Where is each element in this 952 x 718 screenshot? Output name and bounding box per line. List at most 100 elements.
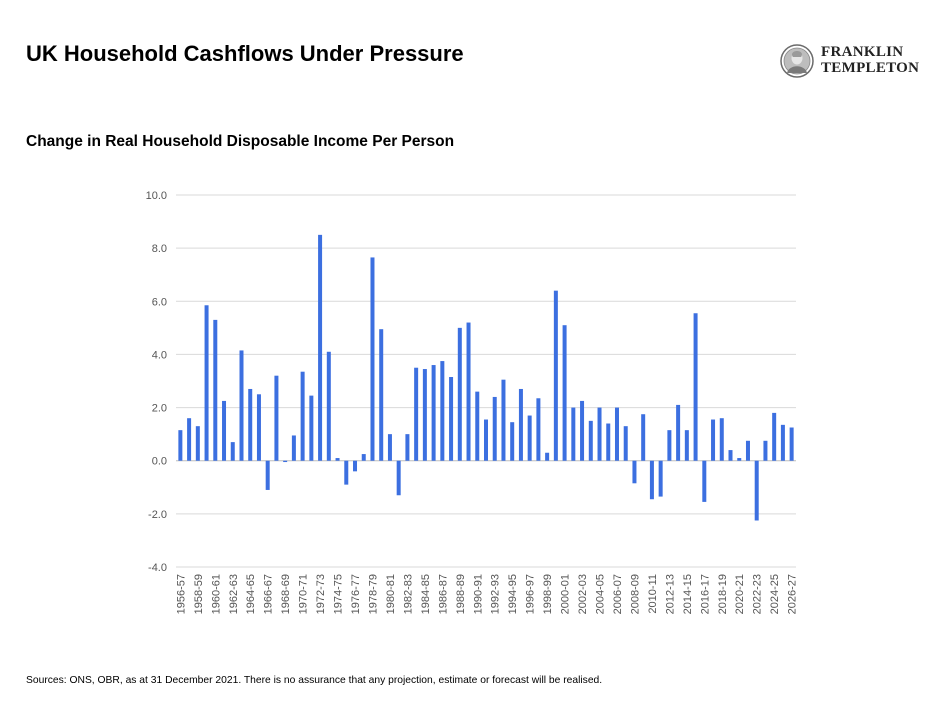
bar-1989-90 xyxy=(466,322,471,461)
x-tick-label: 1986-87 xyxy=(437,574,449,614)
x-tick-label: 2002-03 xyxy=(577,574,589,614)
bar-2021-22 xyxy=(745,440,750,461)
bar-1969-70 xyxy=(291,435,296,461)
bar-1957-58 xyxy=(187,418,192,461)
bar-1958-59 xyxy=(195,426,200,461)
source-note: Sources: ONS, OBR, as at 31 December 202… xyxy=(26,675,603,686)
bar-2026-27 xyxy=(789,427,794,461)
franklin-templeton-logo: FRANKLIN TEMPLETON xyxy=(780,44,930,78)
bar-1972-73 xyxy=(318,234,323,461)
bar-1982-83 xyxy=(405,434,410,461)
bar-1992-93 xyxy=(492,396,497,461)
x-tick-label: 1968-69 xyxy=(280,574,292,614)
bar-2019-20 xyxy=(728,450,733,461)
bar-1990-91 xyxy=(475,391,480,461)
x-tick-label: 1974-75 xyxy=(333,574,345,614)
bar-1991-92 xyxy=(484,419,488,461)
y-tick-label: 10.0 xyxy=(146,190,167,202)
bar-1975-76 xyxy=(344,460,349,485)
y-axis-labels: 10.0 8.0 6.0 4.0 2.0 0.0 -2.0 -4.0 xyxy=(146,190,167,574)
bar-1998-99 xyxy=(545,452,550,461)
x-tick-label: 1956-57 xyxy=(175,574,187,614)
bar-2023-24 xyxy=(763,440,768,461)
portrait-medallion-icon xyxy=(780,44,814,78)
x-tick-label: 1958-59 xyxy=(193,574,205,614)
x-tick-label: 1984-85 xyxy=(420,574,432,614)
bar-1994-95 xyxy=(510,422,515,461)
bar-1980-81 xyxy=(387,434,392,461)
bar-1999-00 xyxy=(553,290,558,461)
bar-2004-05 xyxy=(597,407,602,461)
x-tick-label: 2024-25 xyxy=(769,574,781,614)
bar-1995-96 xyxy=(518,388,523,461)
bar-1968-69 xyxy=(283,460,288,463)
bar-2011-12 xyxy=(658,460,663,497)
x-tick-label: 2004-05 xyxy=(595,574,607,614)
bar-2015-16 xyxy=(693,313,698,461)
bar-2006-07 xyxy=(614,407,619,461)
bar-2005-06 xyxy=(606,423,611,461)
bar-1993-94 xyxy=(501,379,506,461)
x-tick-label: 1990-91 xyxy=(472,574,484,614)
x-tick-label: 1980-81 xyxy=(385,574,397,614)
bar-2022-23 xyxy=(754,460,759,521)
x-tick-label: 2014-15 xyxy=(682,574,694,614)
bar-1985-86 xyxy=(431,365,436,461)
x-tick-label: 1976-77 xyxy=(350,574,362,614)
x-tick-label: 2022-23 xyxy=(752,574,764,614)
logo-line-2: TEMPLETON xyxy=(821,60,920,76)
y-tick-label: 4.0 xyxy=(152,349,167,361)
x-tick-label: 2006-07 xyxy=(612,574,624,614)
bar-1997-98 xyxy=(536,398,541,461)
bar-2024-25 xyxy=(772,412,777,461)
x-tick-label: 1970-71 xyxy=(298,574,310,614)
bar-2001-02 xyxy=(571,407,576,461)
bar-1983-84 xyxy=(414,367,419,461)
bar-1967-68 xyxy=(274,375,279,461)
bars xyxy=(178,234,794,521)
bar-1956-57 xyxy=(178,430,183,461)
x-tick-label: 2020-21 xyxy=(734,574,746,614)
y-tick-label: 6.0 xyxy=(152,296,167,308)
bar-1964-65 xyxy=(248,388,253,461)
bar-2007-08 xyxy=(623,426,628,461)
bar-1971-72 xyxy=(309,395,314,461)
x-tick-label: 1960-61 xyxy=(210,574,222,614)
bar-1962-63 xyxy=(230,442,235,461)
x-axis-labels: 1956-57 1958-59 1960-61 1962-63 1964-65 1966-… xyxy=(175,574,798,614)
bar-1973-74 xyxy=(326,351,331,461)
x-tick-label: 2010-11 xyxy=(647,574,659,614)
bar-1970-71 xyxy=(300,371,305,461)
bar-1986-87 xyxy=(440,361,445,461)
bar-1977-78 xyxy=(361,454,366,461)
bar-1961-62 xyxy=(222,400,227,461)
x-tick-label: 1964-65 xyxy=(245,574,257,614)
bar-2012-13 xyxy=(667,430,672,461)
bar-2000-01 xyxy=(562,325,567,461)
x-tick-label: 1962-63 xyxy=(228,574,240,614)
bar-1966-67 xyxy=(265,460,270,490)
bar-2008-09 xyxy=(632,460,637,484)
x-tick-label: 2000-01 xyxy=(560,574,572,614)
bar-1963-64 xyxy=(239,350,244,461)
x-tick-label: 1988-89 xyxy=(455,574,467,614)
bar-1981-82 xyxy=(396,460,401,496)
bar-1979-80 xyxy=(379,329,384,461)
x-tick-label: 1994-95 xyxy=(507,574,519,614)
y-tick-label: -2.0 xyxy=(148,509,167,521)
bar-2016-17 xyxy=(702,460,707,502)
y-tick-label: -4.0 xyxy=(148,562,167,574)
bar-2017-18 xyxy=(711,419,716,461)
bar-2013-14 xyxy=(676,404,681,461)
bar-1959-60 xyxy=(204,305,209,461)
x-tick-label: 1978-79 xyxy=(367,574,379,614)
x-tick-label: 2016-17 xyxy=(699,574,711,614)
bar-2020-21 xyxy=(737,458,742,461)
x-tick-label: 2012-13 xyxy=(664,574,676,614)
bar-1988-89 xyxy=(457,327,462,461)
logo-line-1: FRANKLIN xyxy=(821,44,904,60)
x-tick-label: 1972-73 xyxy=(315,574,327,614)
bar-2025-26 xyxy=(780,424,785,461)
bar-2014-15 xyxy=(684,430,689,461)
